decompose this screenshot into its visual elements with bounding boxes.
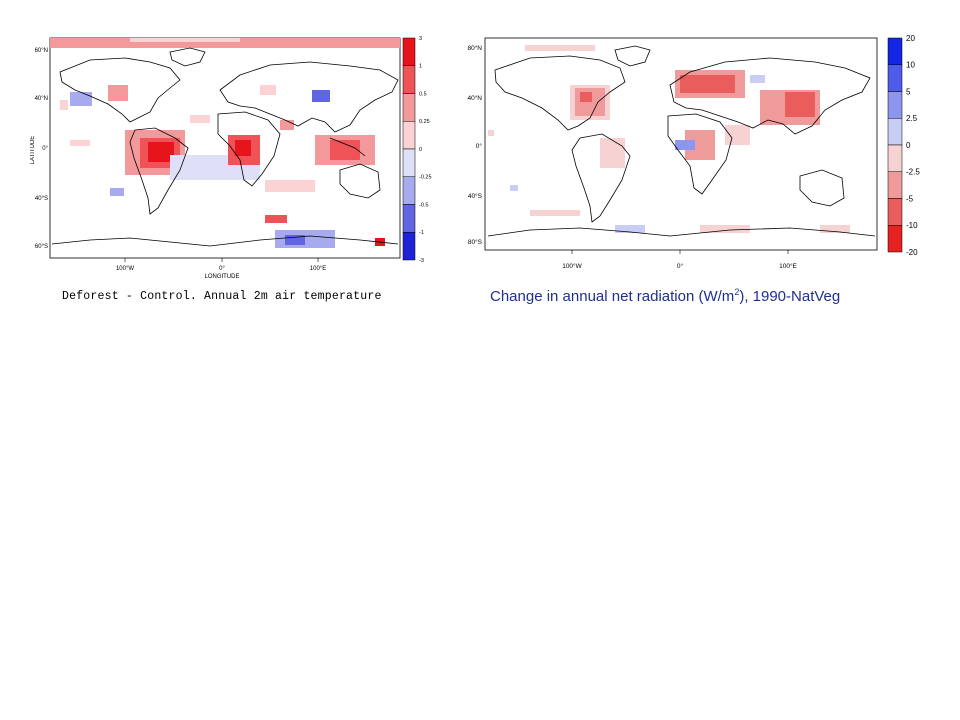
colorbar-label: 3 — [419, 36, 422, 42]
colorbar-label: -3 — [419, 258, 424, 264]
colorbar-segment — [402, 148, 416, 177]
radiation-map-plot — [484, 37, 878, 251]
colorbar-label: -0.25 — [419, 175, 432, 181]
colorbar-label: 5 — [906, 87, 911, 96]
colorbar-segment — [402, 232, 416, 261]
temperature-map-axes: LATITUDE LONGITUDE 60°N 40°N 0° 40°S 60°… — [30, 48, 326, 280]
colorbar-label: 10 — [906, 61, 915, 70]
colorbar-label: 0 — [419, 147, 422, 153]
colorbar-label: 0 — [906, 141, 911, 150]
temperature-map-panel: LATITUDE LONGITUDE 60°N 40°N 0° 40°S 60°… — [30, 30, 440, 320]
lat-tick-label: 40°S — [468, 192, 483, 200]
colorbar-label: -20 — [906, 248, 918, 257]
colorbar-label: -0.5 — [419, 202, 428, 208]
temperature-colorbar: 3 1 0.5 0.25 0 -0.25 -0.5 -1 -3 — [402, 36, 432, 264]
lat-tick-label: 0° — [42, 146, 48, 152]
colorbar-label: -10 — [906, 221, 918, 230]
colorbar-label: 0.5 — [419, 91, 427, 97]
lon-tick-label: 100°W — [116, 266, 134, 272]
colorbar-label: -2.5 — [906, 168, 920, 177]
x-axis-label: LONGITUDE — [204, 274, 239, 280]
colorbar-segment — [887, 144, 903, 172]
colorbar-segment — [402, 65, 416, 94]
colorbar-segment — [887, 37, 903, 65]
temperature-map-caption: Deforest - Control. Annual 2m air temper… — [62, 290, 382, 303]
radiation-map-axes: 80°N 40°N 0° 40°S 80°S 100°W 0° 100°E — [467, 44, 797, 270]
colorbar-label: 1 — [419, 64, 422, 70]
colorbar-label: 0.25 — [419, 119, 430, 125]
lat-tick-label: 40°N — [35, 96, 48, 102]
colorbar-segment — [887, 118, 903, 146]
colorbar-segment — [887, 171, 903, 199]
colorbar-segment — [402, 204, 416, 233]
colorbar-segment — [887, 198, 903, 226]
radiation-anomaly-patches — [488, 45, 850, 233]
coastlines — [487, 45, 876, 237]
lat-tick-label: 60°S — [35, 244, 48, 250]
temperature-map: LATITUDE LONGITUDE 60°N 40°N 0° 40°S 60°… — [30, 36, 432, 280]
radiation-map-panel: 80°N 40°N 0° 40°S 80°S 100°W 0° 100°E 20… — [450, 30, 950, 320]
lat-tick-label: 0° — [476, 142, 483, 150]
caption-prefix: Change in annual net radiation (W/m — [490, 288, 735, 305]
caption-superscript: 2 — [734, 287, 740, 297]
colorbar-segment — [887, 91, 903, 119]
lat-tick-label: 80°S — [468, 238, 483, 246]
radiation-colorbar: 20 10 5 2.5 0 -2.5 -5 -10 -20 — [887, 34, 920, 257]
colorbar-label: 20 — [906, 34, 915, 43]
temperature-anomaly-patches — [50, 38, 400, 248]
lat-tick-label: 40°S — [35, 196, 48, 202]
lon-tick-label: 0° — [219, 266, 225, 272]
colorbar-label: -1 — [419, 230, 424, 236]
temperature-map-plot — [49, 37, 401, 259]
colorbar-segment — [402, 37, 416, 66]
lat-tick-label: 40°N — [467, 94, 482, 102]
colorbar-segment — [887, 64, 903, 92]
y-axis-label: LATITUDE — [30, 136, 36, 165]
lon-tick-label: 100°E — [310, 266, 326, 272]
colorbar-segment — [402, 93, 416, 122]
colorbar-label: 2.5 — [906, 114, 918, 123]
lon-tick-label: 0° — [677, 262, 684, 270]
lon-tick-label: 100°W — [562, 262, 582, 270]
radiation-map: 80°N 40°N 0° 40°S 80°S 100°W 0° 100°E 20… — [467, 34, 920, 270]
radiation-map-caption: Change in annual net radiation (W/m2), 1… — [490, 287, 950, 305]
lat-tick-label: 80°N — [467, 44, 482, 52]
lon-tick-label: 100°E — [779, 262, 797, 270]
colorbar-label: -5 — [906, 194, 914, 203]
colorbar-segment — [887, 225, 903, 253]
colorbar-segment — [402, 121, 416, 150]
colorbar-segment — [402, 176, 416, 205]
lat-tick-label: 60°N — [35, 48, 48, 54]
caption-suffix: ), 1990-NatVeg — [739, 288, 841, 305]
coastlines — [51, 47, 399, 247]
